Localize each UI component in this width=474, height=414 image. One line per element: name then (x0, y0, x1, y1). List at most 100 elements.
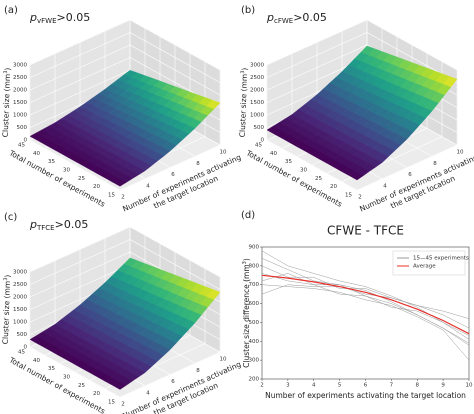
panel-title: pcFWE>0.05 (266, 11, 327, 25)
y-tick-label: 35 (285, 159, 292, 165)
x-axis-label: Number of experiments activating the tar… (265, 391, 466, 400)
z-label-sup: 3 (240, 70, 246, 73)
y-tick-label: 45 (18, 350, 25, 356)
x-tick-label: 10 (457, 150, 464, 156)
y-tick-label: 35 (48, 366, 55, 372)
y-tick-label: 20 (93, 184, 100, 190)
y-tick-label: 30 (63, 375, 70, 381)
y-tick-label: 900 (249, 245, 260, 251)
surface-patch (349, 171, 364, 181)
x-tick-label: 8 (196, 368, 200, 374)
z-tick-label: 1000 (250, 113, 264, 119)
z-tick-label: 1500 (250, 100, 264, 106)
grid-line (119, 277, 221, 398)
series-line (261, 265, 470, 329)
title-symbol: p (266, 11, 274, 24)
y-tick-label: 40 (270, 151, 277, 157)
x-tick-label: 4 (146, 390, 150, 396)
z-tick-label: 2500 (250, 75, 264, 81)
z-label-sup: 3 (3, 277, 9, 280)
z-tick-label: 2500 (13, 282, 27, 288)
y-tick-label: 30 (300, 168, 307, 174)
series-line (261, 284, 470, 361)
y-label-sup: 3 (242, 261, 248, 264)
y-tick-label: 20 (93, 391, 100, 397)
z-label-text: Cluster size (mm (1, 281, 12, 345)
title-subscript: vFWE (37, 17, 57, 25)
x-tick-label: 3 (286, 383, 290, 389)
y-tick-label: 30 (63, 168, 70, 174)
chart-title: CFWE - TFCE (327, 224, 404, 238)
panel-label: (a) (4, 5, 18, 16)
x-tick-label: 5 (338, 383, 342, 389)
y-tick-label: 15 (108, 193, 115, 199)
z-tick-label: 2000 (13, 88, 27, 94)
x-tick-label: 2 (260, 383, 264, 389)
x-tick-label: 4 (146, 183, 150, 189)
panel-title: pTFCE>0.05 (29, 218, 88, 232)
y-tick-label: 200 (249, 377, 260, 383)
z-tick-label: 0 (24, 138, 28, 144)
x-tick-label: 9 (441, 383, 445, 389)
x-tick-label: 7 (390, 383, 394, 389)
z-tick-label: 3000 (13, 63, 27, 69)
z-tick-label: 500 (17, 332, 28, 338)
title-symbol: p (29, 11, 37, 24)
z-label-text: Cluster size (mm (238, 74, 249, 138)
y-tick-label: 500 (249, 320, 260, 326)
z-label-suffix: ) (240, 67, 249, 70)
y-tick-label: 700 (249, 282, 260, 288)
x-tick-label: 10 (466, 383, 473, 389)
surface-patch (112, 178, 127, 187)
x-tick-label: 2 (358, 195, 362, 201)
y-tick-label: 25 (78, 383, 85, 389)
x-tick-label: 10 (220, 150, 227, 156)
y-tick-label: 35 (48, 159, 55, 165)
x-tick-label: 10 (220, 357, 227, 363)
title-subscript: TFCE (36, 224, 55, 232)
title-suffix: >0.05 (55, 218, 89, 231)
x-tick-label: 6 (364, 383, 368, 389)
panel-title: pvFWE>0.05 (29, 11, 90, 25)
x-tick-label: 2 (121, 402, 125, 408)
y-tick-label: 20 (330, 184, 337, 190)
z-label-text: Cluster size (mm (1, 74, 12, 138)
legend-label: 15—45 experiments (413, 256, 469, 262)
surface-patch (112, 380, 127, 390)
title-suffix: >0.05 (293, 11, 327, 24)
y-tick-label: 25 (78, 176, 85, 182)
z-tick-label: 500 (254, 125, 265, 131)
x-tick-label: 4 (312, 383, 316, 389)
y-tick-label: 40 (33, 151, 40, 157)
y-tick-label: 45 (255, 143, 262, 149)
y-tick-label: 45 (18, 143, 25, 149)
z-tick-label: 1000 (13, 113, 27, 119)
legend-label: Average (413, 264, 436, 270)
x-tick-label: 6 (171, 172, 175, 178)
z-tick-label: 2500 (13, 75, 27, 81)
x-tick-label: 8 (416, 383, 420, 389)
title-suffix: >0.05 (57, 11, 91, 24)
title-symbol: p (29, 218, 37, 231)
y-tick-label: 400 (249, 339, 260, 345)
x-tick-label: 6 (408, 172, 412, 178)
z-tick-label: 3000 (250, 63, 264, 69)
series-line (261, 284, 470, 319)
x-tick-label: 8 (433, 161, 437, 167)
x-tick-label: 4 (383, 183, 387, 189)
z-label-suffix: ) (3, 67, 12, 70)
series-line (261, 258, 470, 344)
y-axis-label: Cluster size difference (mm3) (242, 258, 252, 368)
legend-box (392, 250, 466, 276)
z-axis-label: Cluster size (mm3) (0, 274, 12, 344)
z-axis-label: Cluster size (mm3) (237, 67, 249, 137)
panel-label: (d) (241, 210, 255, 221)
grid-line (356, 70, 458, 191)
title-subscript: cFWE (274, 17, 293, 25)
z-label-sup: 3 (3, 70, 9, 73)
x-tick-label: 8 (196, 161, 200, 167)
y-tick-label: 600 (249, 301, 260, 307)
z-tick-label: 0 (261, 138, 265, 144)
z-tick-label: 0 (24, 345, 28, 351)
